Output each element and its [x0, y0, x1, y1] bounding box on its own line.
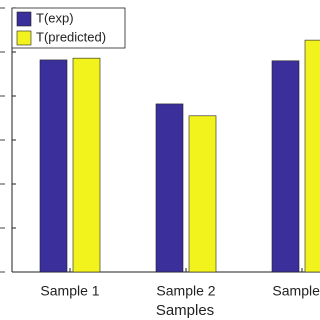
bar: [304, 39, 320, 273]
bar: [271, 60, 300, 273]
x-tick-label: Sample 1: [40, 283, 99, 299]
x-axis-label: Samples: [156, 302, 214, 319]
bar: [155, 103, 184, 273]
legend-label: T(exp): [36, 10, 74, 25]
x-tick-label: Sample 2: [156, 283, 215, 299]
legend-swatch: [16, 30, 32, 46]
legend-label: T(predicted): [36, 29, 106, 44]
x-tick-label: Sample 3: [272, 283, 320, 299]
bar: [72, 57, 101, 273]
legend-swatch: [16, 11, 32, 27]
bar: [188, 115, 217, 273]
bar: [39, 59, 68, 273]
